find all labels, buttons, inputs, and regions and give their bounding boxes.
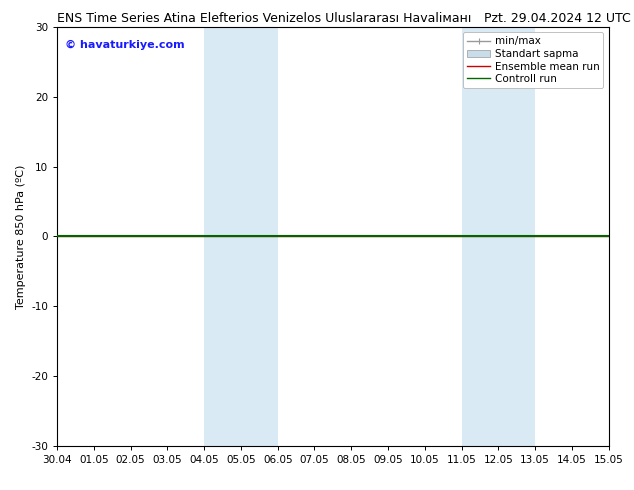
Text: ENS Time Series Atina Elefterios Venizelos Uluslararası Havaliманı: ENS Time Series Atina Elefterios Venizel… [57, 12, 472, 25]
Legend: min/max, Standart sapma, Ensemble mean run, Controll run: min/max, Standart sapma, Ensemble mean r… [463, 32, 604, 88]
Text: © havaturkiye.com: © havaturkiye.com [65, 40, 185, 49]
Bar [204, 27, 278, 446]
Text: Pzt. 29.04.2024 12 UTC: Pzt. 29.04.2024 12 UTC [484, 12, 631, 25]
Y-axis label: Temperature 850 hPa (ºC): Temperature 850 hPa (ºC) [16, 164, 25, 309]
Bar [462, 27, 535, 446]
